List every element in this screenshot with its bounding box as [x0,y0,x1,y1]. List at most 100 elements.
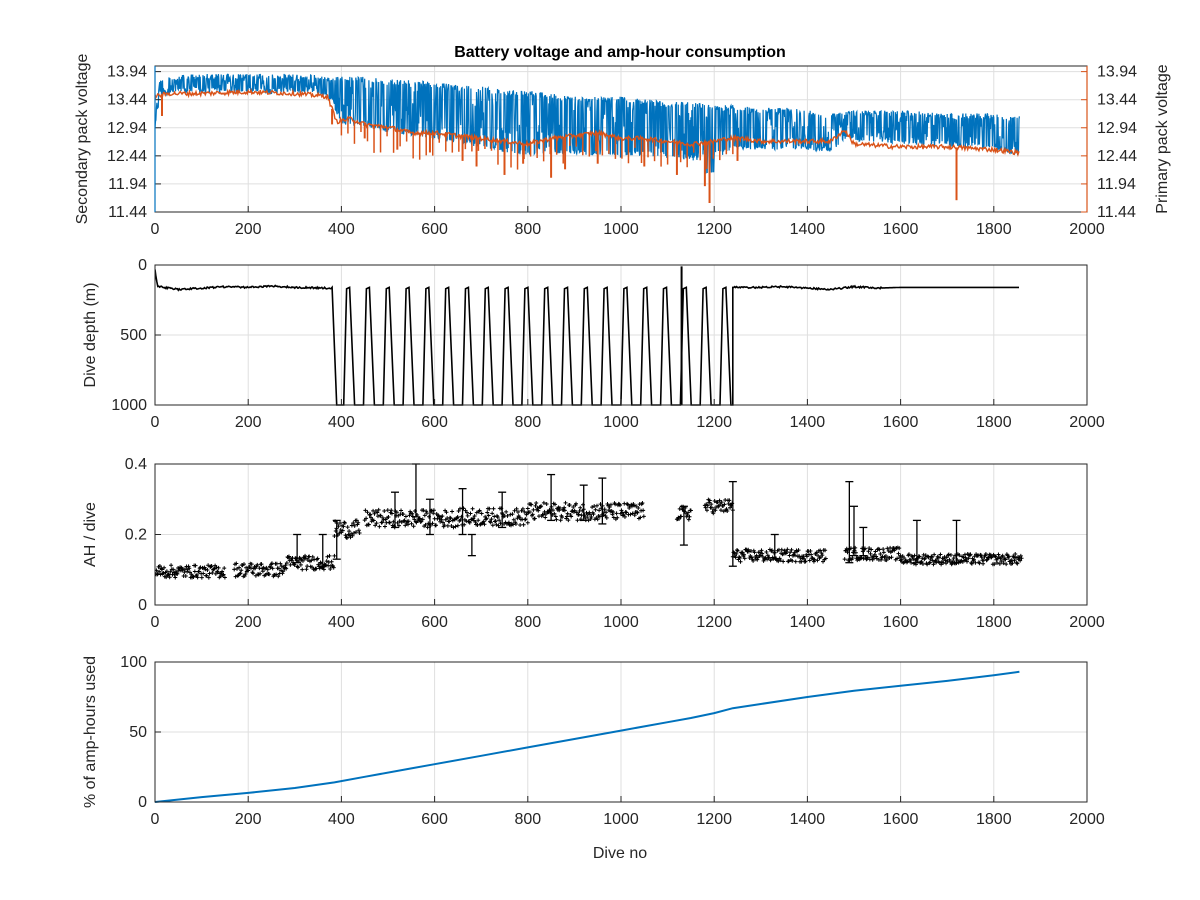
ah-marker [342,521,347,526]
ah-marker [589,515,594,520]
ah-marker [193,563,198,568]
ah-marker [910,554,915,559]
ah-marker [536,508,541,513]
ah-marker [332,533,337,538]
ah-marker [216,565,221,570]
ah-marker [492,514,497,519]
ah-marker [421,508,426,513]
x-tick-label: 1200 [696,614,732,631]
ah-marker [823,548,828,553]
ah-marker [944,561,949,566]
ah-marker [238,571,243,576]
ah-marker [440,520,445,525]
ah-marker [575,518,580,523]
ah-marker [788,550,793,555]
ah-marker [557,506,562,511]
x-tick-label: 1600 [883,614,919,631]
ah-marker [213,571,218,576]
ah-marker [374,521,379,526]
ah-marker [564,516,569,521]
ah-marker [615,515,620,520]
ah-marker [946,552,951,557]
ah-marker [418,519,423,524]
x-tick-label: 600 [421,811,448,828]
ah-marker [276,574,281,579]
ah-marker [969,560,974,565]
ah-marker [364,516,369,521]
ah-marker [747,555,752,560]
ah-marker [215,570,220,575]
ah-marker [489,517,494,522]
ah-marker [737,555,742,560]
ah-marker [436,514,441,519]
ah-marker [338,521,343,526]
x-tick-label: 1800 [976,221,1012,238]
ah-marker [769,549,774,554]
ah-marker [574,510,579,515]
ah-marker [307,554,312,559]
ah-marker [786,559,791,564]
ah-marker [410,511,415,516]
ah-marker [321,567,326,572]
ah-marker [409,521,414,526]
ah-marker [478,522,483,527]
ah-marker [467,520,472,525]
ah-marker [356,520,361,525]
ah-marker [480,521,485,526]
ah-marker [818,548,823,553]
ah-marker [768,558,773,563]
x-tick-label: 1200 [696,811,732,828]
x-tick-label: 400 [328,614,355,631]
ah-marker [386,515,391,520]
ah-marker [874,554,879,559]
ah-marker [406,519,411,524]
ah-marker [510,512,515,517]
ah-marker [718,508,723,513]
ah-marker [474,510,479,515]
ah-marker [906,552,911,557]
ah-marker [977,561,982,566]
x-tick-label: 400 [328,811,355,828]
ah-marker [740,550,745,555]
ah-marker [558,518,563,523]
ah-marker [399,508,404,513]
ah-marker [908,558,913,563]
ah-marker [782,548,787,553]
ah-marker [820,553,825,558]
ah-marker [895,556,900,561]
y-tick-label-right: 13.94 [1097,64,1137,81]
ah-marker [973,560,978,565]
ah-marker [932,552,937,557]
ah-marker [905,559,910,564]
ah-marker [268,565,273,570]
ah-marker [417,517,422,522]
ah-marker [270,566,275,571]
ah-marker [520,506,525,511]
ah-marker [490,511,495,516]
ah-marker [406,522,411,527]
y-axis-label: % of amp-hours used [82,656,99,808]
ah-marker [267,572,272,577]
ah-marker [564,514,569,519]
ah-marker [925,562,930,567]
ah-marker [590,505,595,510]
ah-marker [767,555,772,560]
ah-marker [533,503,538,508]
ah-marker [1013,555,1018,560]
ah-marker [166,572,171,577]
ah-marker [881,550,886,555]
ah-marker [402,518,407,523]
ah-marker [244,565,249,570]
ah-marker [995,560,1000,565]
ah-marker [372,511,377,516]
ah-marker [927,560,932,565]
ah-marker [283,563,288,568]
ah-marker [566,518,571,523]
ah-marker [812,557,817,562]
ah-marker [382,524,387,529]
ah-marker [557,508,562,513]
ah-marker [185,569,190,574]
ah-marker [157,569,162,574]
ah-marker [171,570,176,575]
